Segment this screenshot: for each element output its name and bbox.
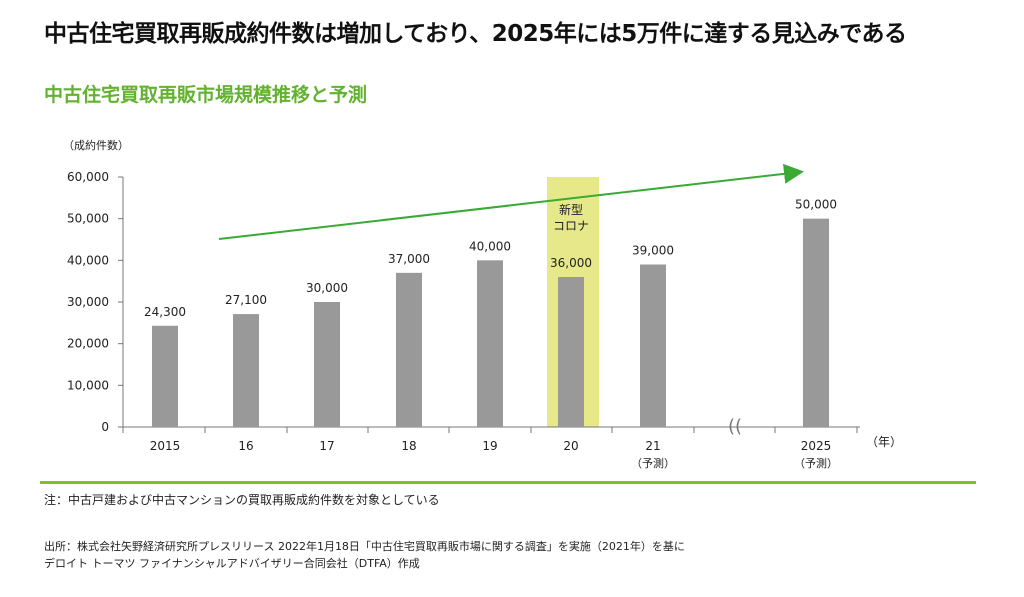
- bar: [558, 277, 584, 427]
- covid-label-line1: 新型: [559, 202, 583, 217]
- bar-value-label: 27,100: [225, 293, 267, 307]
- bar: [396, 272, 422, 427]
- bar-value-label: 40,000: [469, 239, 511, 253]
- x-tick-label: 2015: [150, 439, 181, 453]
- bar-value-label: 30,000: [306, 281, 348, 295]
- y-tick-label: 20,000: [67, 337, 109, 351]
- bar: [152, 325, 178, 427]
- bar-value-label: 36,000: [550, 256, 592, 270]
- x-tick-label: 16: [238, 439, 253, 453]
- bar: [640, 264, 666, 427]
- x-tick-label: 18: [401, 439, 416, 453]
- chart-subtitle: 中古住宅買取再販市場規模推移と予測: [44, 84, 368, 106]
- bar-value-label: 50,000: [795, 198, 837, 212]
- bar: [477, 260, 503, 427]
- y-tick-label: 40,000: [67, 253, 109, 267]
- covid-label-line2: コロナ: [553, 219, 589, 233]
- axis-break-symbol: ((: [728, 416, 742, 437]
- source-line-2: デロイト トーマツ ファイナンシャルアドバイザリー合同会社（DTFA）作成: [44, 557, 420, 570]
- source-line-1: 出所：株式会社矢野経済研究所プレスリリース 2022年1月18日「中古住宅買取再…: [44, 540, 685, 553]
- x-tick-label: 19: [482, 439, 497, 453]
- x-tick-sublabel: （予測）: [631, 456, 675, 470]
- x-tick-label: 2025: [801, 439, 832, 453]
- x-axis-unit: （年）: [866, 435, 902, 449]
- footnote: 注：中古戸建および中古マンションの買取再販成約件数を対象としている: [44, 493, 440, 507]
- y-tick-label: 30,000: [67, 295, 109, 309]
- bar: [233, 314, 259, 427]
- page-headline: 中古住宅買取再販成約件数は増加しており、2025年には5万件に達する見込みである: [44, 21, 907, 47]
- x-tick-label: 20: [563, 439, 578, 453]
- y-tick-label: 0: [101, 420, 109, 434]
- bar: [314, 302, 340, 427]
- x-tick-label: 17: [319, 439, 334, 453]
- x-tick-sublabel: （予測）: [794, 456, 838, 470]
- x-tick-label: 21: [645, 439, 660, 453]
- y-tick-label: 50,000: [67, 212, 109, 226]
- bar-value-label: 39,000: [632, 244, 674, 258]
- bar-value-label: 37,000: [388, 252, 430, 266]
- divider-line: [40, 481, 976, 484]
- bar: [803, 218, 829, 427]
- y-tick-label: 60,000: [67, 170, 109, 184]
- trend-arrow: [218, 163, 804, 240]
- y-axis-title: （成約件数）: [63, 138, 129, 152]
- bar-value-label: 24,300: [144, 305, 186, 319]
- source-citation: 出所：株式会社矢野経済研究所プレスリリース 2022年1月18日「中古住宅買取再…: [44, 538, 685, 572]
- y-tick-label: 10,000: [67, 378, 109, 392]
